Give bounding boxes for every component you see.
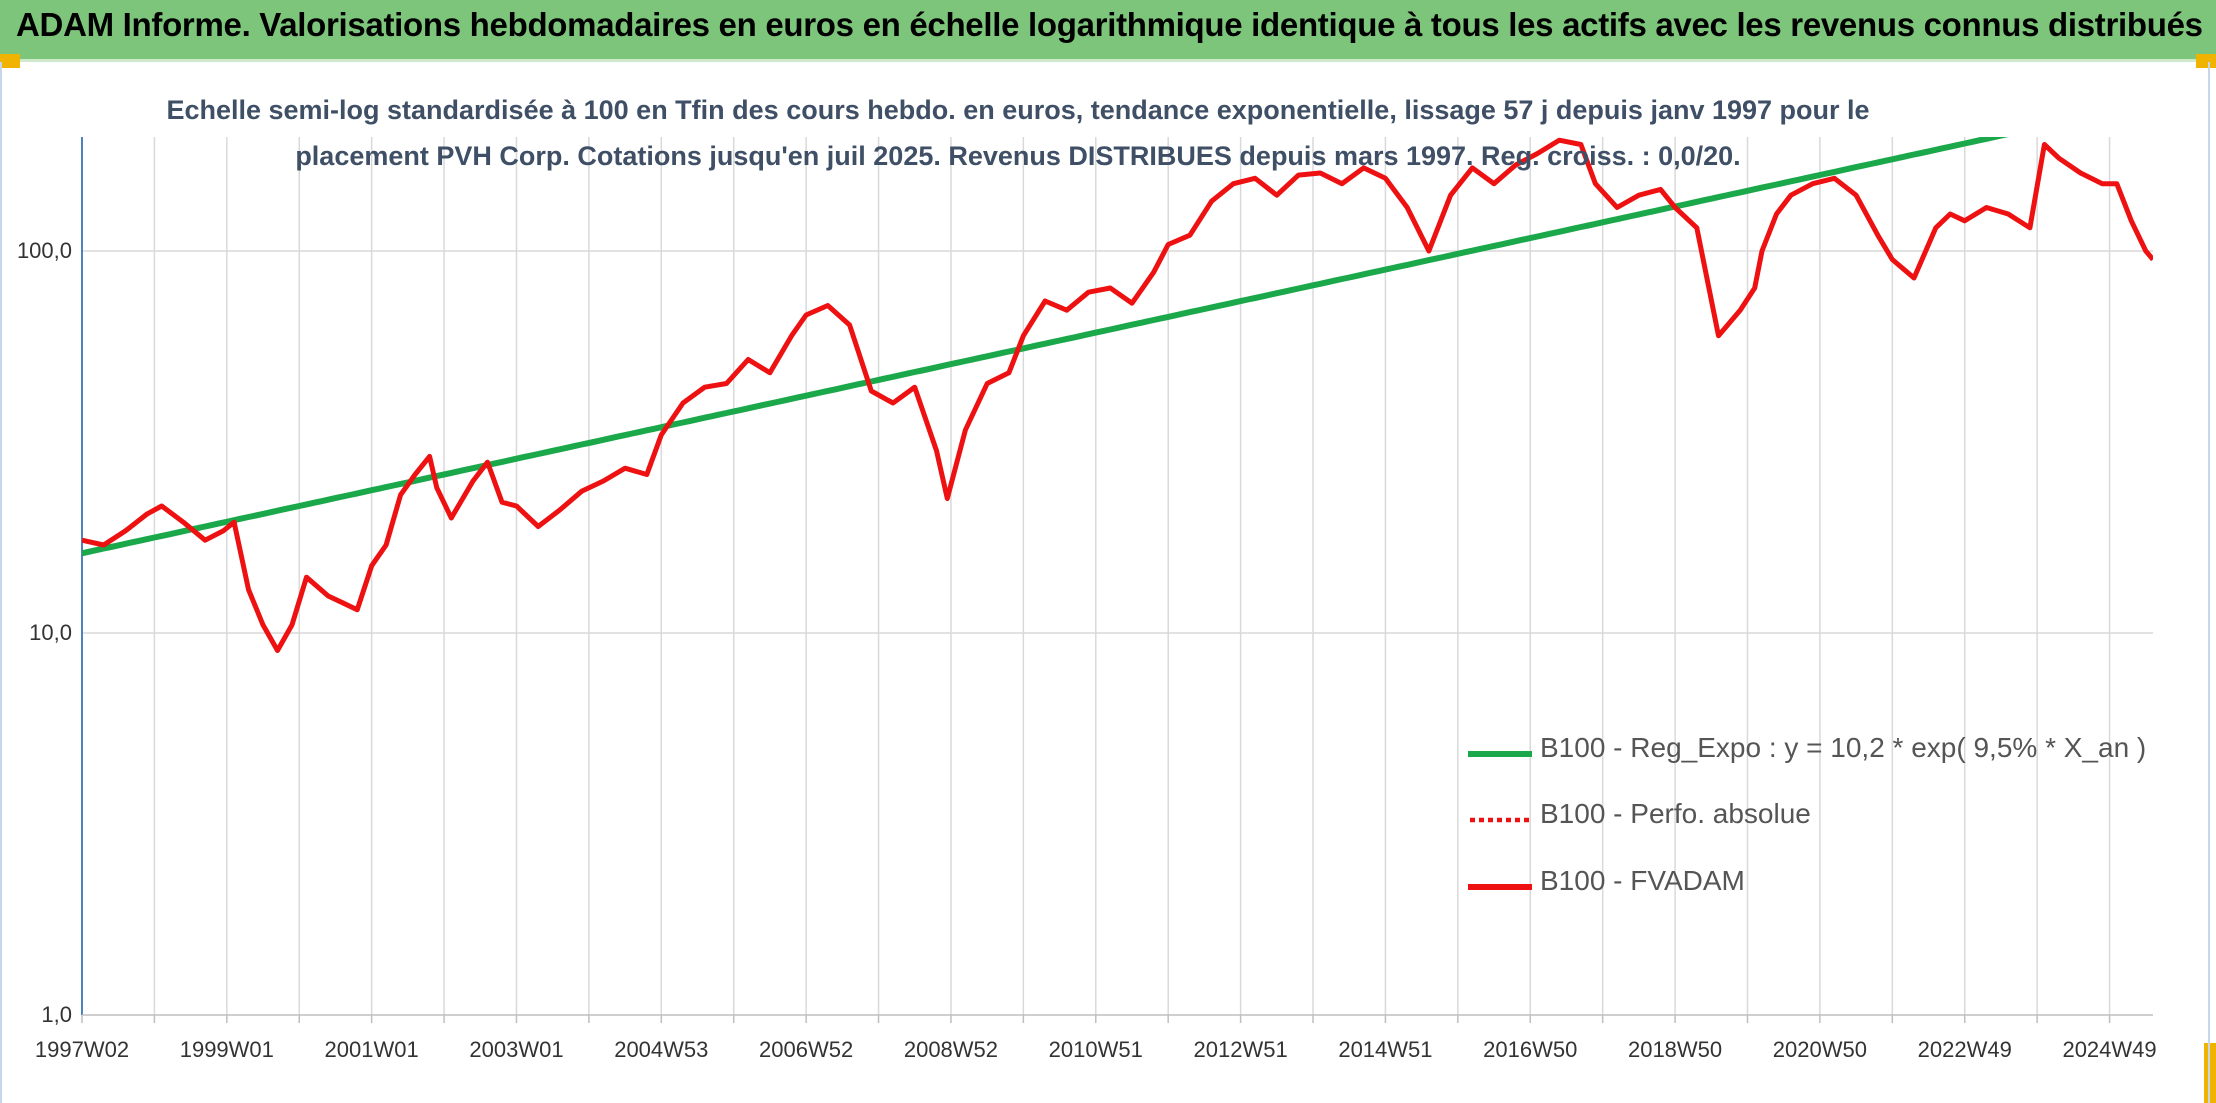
x-tick-label: 2004W53 xyxy=(614,1037,709,1062)
x-tick-label: 2001W01 xyxy=(324,1037,419,1062)
legend-swatch-perfo xyxy=(1470,817,1532,823)
x-tick-label: 2022W49 xyxy=(1917,1037,2012,1062)
y-tick-label: 1,0 xyxy=(41,1002,72,1027)
corner-accent-bottom-right xyxy=(2204,1043,2216,1103)
legend-swatch-fvadam xyxy=(1468,884,1532,890)
x-tick-label: 2016W50 xyxy=(1483,1037,1578,1062)
y-tick-label: 10,0 xyxy=(29,620,72,645)
x-tick-label: 2010W51 xyxy=(1048,1037,1143,1062)
corner-accent-right xyxy=(2196,54,2216,68)
series-layer xyxy=(82,137,2153,653)
right-edge xyxy=(2208,62,2210,1103)
vertical-gridlines xyxy=(153,137,2111,1015)
header-banner: ADAM Informe. Valorisations hebdomadaire… xyxy=(0,0,2216,62)
x-tick-label: 1999W01 xyxy=(179,1037,274,1062)
x-tick-label: 2014W51 xyxy=(1338,1037,1433,1062)
x-tick-label: 2008W52 xyxy=(903,1037,999,1062)
legend-swatch-trend xyxy=(1468,751,1532,757)
x-tick-label: 2003W01 xyxy=(469,1037,564,1062)
x-tick-label: 2012W51 xyxy=(1193,1037,1288,1062)
chart-subtitle-line-2: placement PVH Corp. Cotations jusqu'en j… xyxy=(295,141,1741,171)
x-tick-label: 2018W50 xyxy=(1627,1037,1723,1062)
x-tick-marks xyxy=(81,1015,2111,1023)
x-tick-label: 2020W50 xyxy=(1772,1037,1867,1062)
series-line-trend xyxy=(82,137,2009,557)
x-tick-label: 1997W02 xyxy=(34,1037,130,1062)
corner-accent-left xyxy=(0,54,20,68)
horizontal-gridlines xyxy=(82,250,2153,634)
legend-label-fvadam: B100 - FVADAM xyxy=(1540,865,1745,896)
series-line-fvadam xyxy=(82,137,2153,653)
legend-label-trend: B100 - Reg_Expo : y = 10,2 * exp( 9,5% *… xyxy=(1540,732,2147,763)
left-edge xyxy=(0,62,2,1103)
x-tick-label: 2006W52 xyxy=(759,1037,854,1062)
legend-label-perfo: B100 - Perfo. absolue xyxy=(1540,798,1811,829)
page-title: ADAM Informe. Valorisations hebdomadaire… xyxy=(16,6,2203,43)
y-tick-label: 100,0 xyxy=(16,238,72,263)
chart-subtitle-line-1: Echelle semi-log standardisée à 100 en T… xyxy=(166,95,1870,125)
x-tick-label: 2024W49 xyxy=(2062,1037,2157,1062)
